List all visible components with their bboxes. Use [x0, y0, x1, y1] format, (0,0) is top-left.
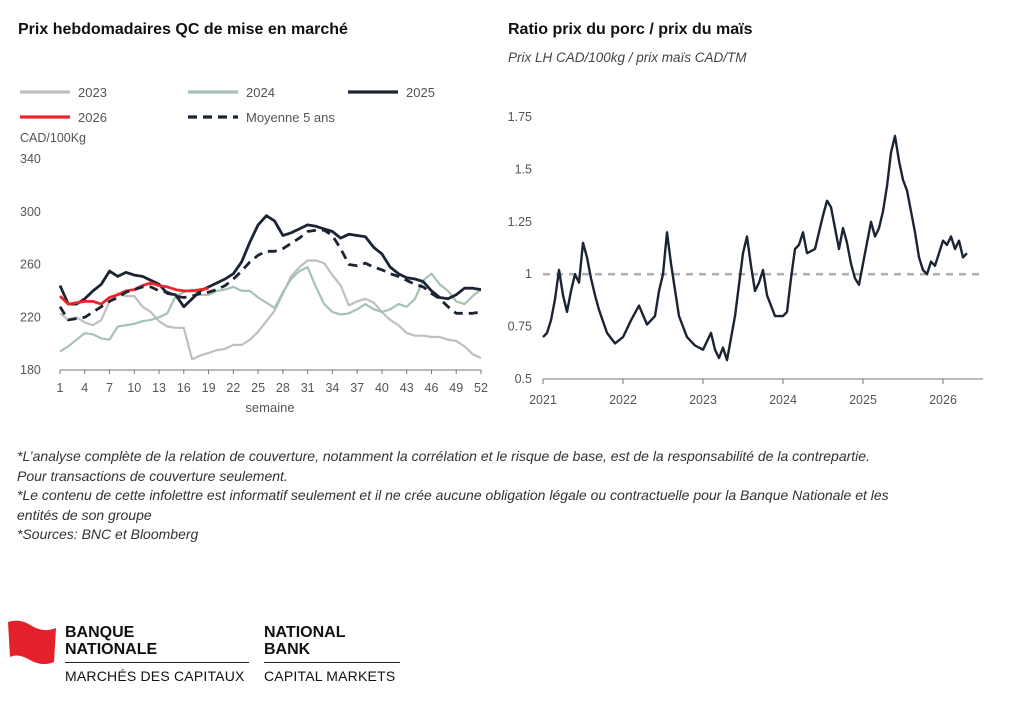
y-tick-label: 1.75: [508, 110, 532, 124]
legend-label-2024: 2024: [246, 85, 275, 100]
divider: [65, 662, 249, 663]
x-tick-label: 2023: [689, 393, 717, 407]
x-tick-label: 22: [226, 381, 240, 395]
y-axis: 180 220 260 300 340: [20, 152, 41, 377]
y-tick-label: 220: [20, 310, 41, 324]
left-chart-title: Prix hebdomadaires QC de mise en marché: [18, 21, 348, 38]
x-tick-label: 40: [375, 381, 389, 395]
x-tick-label: 37: [350, 381, 364, 395]
divider: [264, 662, 400, 663]
x-tick-label: 2024: [769, 393, 797, 407]
x-tick-label: 16: [177, 381, 191, 395]
series-line-2023: [59, 259, 482, 361]
y-tick-label: 340: [20, 152, 41, 166]
legend-label-2026: 2026: [78, 110, 107, 125]
brand-en-line1: NATIONAL: [264, 624, 346, 641]
footnote-sources: *Sources: BNC et Bloomberg: [17, 526, 199, 543]
x-tick-label: 34: [325, 381, 339, 395]
series-group: [58, 214, 482, 361]
x-tick-label: 2022: [609, 393, 637, 407]
y-tick-label: 1.25: [508, 215, 532, 229]
y-tick-label: 300: [20, 205, 41, 219]
legend-label-moyenne-5-ans: Moyenne 5 ans: [246, 110, 335, 125]
x-tick-label: 1: [57, 381, 64, 395]
legend-label-2025: 2025: [406, 85, 435, 100]
x-tick-label: 46: [425, 381, 439, 395]
x-tick-label: 7: [106, 381, 113, 395]
brand-fr-line1: BANQUE: [65, 624, 135, 641]
y-tick-label: 0.5: [515, 372, 532, 386]
brand-sub-en: CAPITAL MARKETS: [264, 668, 396, 684]
x-tick-label: 25: [251, 381, 265, 395]
x-axis: 2021 2022 2023 2024 2025 2026: [529, 378, 983, 407]
x-tick-label: 4: [81, 381, 88, 395]
x-tick-label: 2021: [529, 393, 557, 407]
legend: 2023 2024 2025 2026 Moyenne 5 ans: [20, 85, 435, 125]
footnote-hedging: *L’analyse complète de la relation de co…: [17, 448, 870, 484]
y-tick-label: 0.75: [508, 320, 532, 334]
series-line-2024: [59, 266, 482, 353]
footnotes: *L’analyse complète de la relation de co…: [17, 447, 897, 545]
brand-fr-line2: NATIONALE: [65, 641, 158, 658]
series-group: [542, 134, 968, 362]
y-axis-unit-label: CAD/100Kg: [20, 131, 86, 145]
x-tick-label: 43: [400, 381, 414, 395]
pork-corn-ratio-chart: 0.5 0.75 1 1.25 1.5 1.75 2021 2022 2023 2024 2025…: [508, 110, 983, 407]
brand-name-fr: BANQUE NATIONALE: [65, 624, 157, 658]
series-line-moyenne-5-ans: [58, 228, 482, 322]
series-line-ratio: [542, 134, 968, 362]
brand-en-line2: BANK: [264, 641, 311, 658]
series-line-2025: [58, 214, 482, 309]
x-tick-label: 49: [449, 381, 463, 395]
x-tick-label: 13: [152, 381, 166, 395]
x-tick-label: 52: [474, 381, 488, 395]
flag-icon: [8, 620, 56, 664]
x-axis: 1 4 7 10 13 16 19 22 25 28 31 34 37 40 43 46 49 52: [57, 369, 488, 395]
right-chart-title: Ratio prix du porc / prix du maïs: [508, 21, 753, 38]
y-tick-label: 180: [20, 363, 41, 377]
y-axis: 0.5 0.75 1 1.25 1.5 1.75: [508, 110, 532, 386]
y-tick-label: 260: [20, 258, 41, 272]
series-line-2026: [59, 281, 209, 306]
x-tick-label: 28: [276, 381, 290, 395]
x-axis-label: semaine: [245, 400, 294, 415]
x-tick-label: 2025: [849, 393, 877, 407]
x-tick-label: 10: [127, 381, 141, 395]
brand-sub-fr: MARCHÉS DES CAPITAUX: [65, 668, 245, 684]
right-chart-subtitle: Prix LH CAD/100kg / prix maïs CAD/TM: [508, 50, 747, 65]
x-tick-label: 19: [202, 381, 216, 395]
legend-label-2023: 2023: [78, 85, 107, 100]
footnote-disclaimer: *Le contenu de cette infolettre est info…: [17, 487, 889, 523]
brand-name-en: NATIONAL BANK: [264, 624, 345, 658]
y-tick-label: 1.5: [515, 162, 532, 176]
y-tick-label: 1: [525, 267, 532, 281]
x-tick-label: 31: [301, 381, 315, 395]
x-tick-label: 2026: [929, 393, 957, 407]
national-bank-logo: BANQUE NATIONALE MARCHÉS DES CAPITAUX NA…: [0, 610, 420, 700]
